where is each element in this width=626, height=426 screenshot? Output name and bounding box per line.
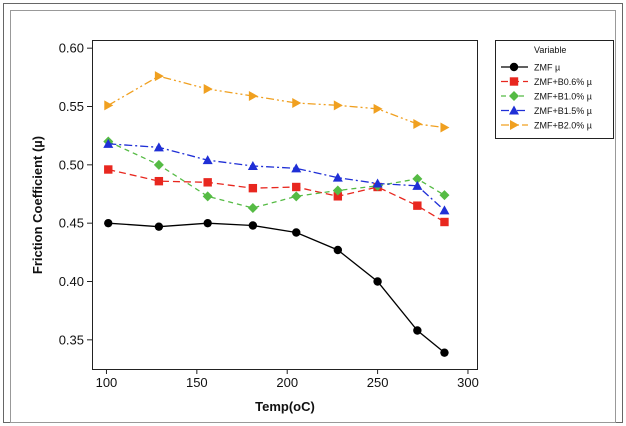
data-point — [440, 122, 450, 133]
legend-marker — [509, 77, 519, 86]
y-tick-label: 0.60 — [59, 41, 84, 56]
data-point — [248, 221, 258, 230]
legend-item: ZMF+B1.0% µ — [501, 91, 592, 102]
data-point — [248, 91, 258, 101]
x-tick-label: 100 — [96, 375, 118, 390]
data-point — [333, 245, 343, 255]
data-point — [247, 161, 258, 170]
data-point — [291, 191, 302, 202]
legend-label: ZMF+B1.5% µ — [534, 106, 592, 116]
data-point — [439, 205, 450, 215]
legend-item: ZMF+B2.0% µ — [501, 120, 592, 131]
data-point — [292, 182, 301, 192]
legend-marker — [509, 105, 519, 115]
data-point — [440, 217, 449, 227]
data-point — [103, 138, 114, 148]
y-tick-label: 0.55 — [59, 99, 84, 114]
legend: Variable ZMF µ ZMF+B0.6% µ ZMF+B1.0% µ ZMF+… — [495, 40, 614, 139]
y-tick-label: 0.40 — [59, 274, 84, 289]
data-point — [413, 326, 422, 335]
data-point — [202, 155, 213, 165]
x-tick-label: 300 — [457, 375, 479, 390]
data-point — [413, 201, 422, 210]
data-point — [104, 100, 114, 111]
data-point — [372, 178, 383, 188]
x-tick-label: 150 — [186, 375, 208, 390]
series-line — [108, 143, 445, 211]
legend-marker — [510, 120, 519, 130]
data-point — [202, 191, 213, 202]
data-point — [104, 165, 113, 174]
x-tick-label: 200 — [276, 375, 298, 390]
data-point — [412, 180, 423, 190]
data-point — [203, 84, 213, 94]
data-point — [154, 176, 164, 186]
y-axis-ticks: 0.35 0.40 0.45 0.50 0.55 0.60 — [59, 41, 92, 347]
legend-items: ZMF µ ZMF+B0.6% µ ZMF+B1.0% µ ZMF+B1.5% µ ZM… — [501, 63, 592, 131]
data-point — [154, 222, 164, 231]
series-line — [107, 140, 445, 209]
data-point — [332, 172, 343, 182]
series-1 — [104, 218, 449, 357]
data-point — [440, 348, 449, 357]
legend-marker — [509, 62, 519, 72]
legend-item: ZMF µ — [501, 63, 560, 73]
series-4 — [103, 138, 450, 215]
data-point — [292, 228, 301, 237]
x-tick-label: 250 — [367, 375, 389, 390]
data-point — [439, 190, 450, 201]
data-point — [104, 218, 113, 228]
data-point — [373, 103, 383, 114]
legend-label: ZMF+B2.0% µ — [534, 121, 592, 131]
legend-label: ZMF+B1.0% µ — [534, 92, 592, 102]
legend-marker — [509, 91, 519, 101]
inner-border — [10, 10, 616, 423]
legend-box — [495, 40, 614, 139]
data-point — [291, 163, 302, 173]
data-point — [332, 185, 343, 196]
y-tick-label: 0.50 — [59, 157, 84, 172]
data-point — [413, 119, 423, 129]
data-point — [248, 183, 258, 193]
data-point — [153, 142, 164, 152]
data-point — [373, 277, 382, 286]
series-2 — [104, 165, 449, 227]
legend-label: ZMF µ — [534, 63, 560, 73]
x-axis-ticks: 100 150 200 250 300 — [96, 369, 479, 390]
data-point — [333, 192, 343, 201]
legend-title: Variable — [534, 45, 566, 55]
data-point — [154, 71, 164, 82]
data-point — [333, 100, 343, 111]
legend-label: ZMF+B0.6% µ — [534, 77, 592, 87]
data-point — [247, 203, 258, 213]
data-point — [153, 159, 164, 170]
y-tick-label: 0.35 — [59, 332, 84, 347]
series-line — [107, 75, 445, 129]
y-axis-title: Friction Coefficient (µ) — [30, 136, 45, 274]
x-axis-title: Temp(oC) — [255, 399, 315, 414]
legend-item: ZMF+B0.6% µ — [501, 77, 592, 87]
series-5 — [104, 71, 450, 133]
data-point — [203, 218, 212, 228]
legend-item: ZMF+B1.5% µ — [501, 105, 592, 116]
y-tick-label: 0.45 — [59, 216, 84, 231]
data-point — [412, 173, 423, 184]
data-point — [292, 98, 302, 108]
series-layer — [103, 71, 450, 357]
data-point — [203, 178, 212, 187]
